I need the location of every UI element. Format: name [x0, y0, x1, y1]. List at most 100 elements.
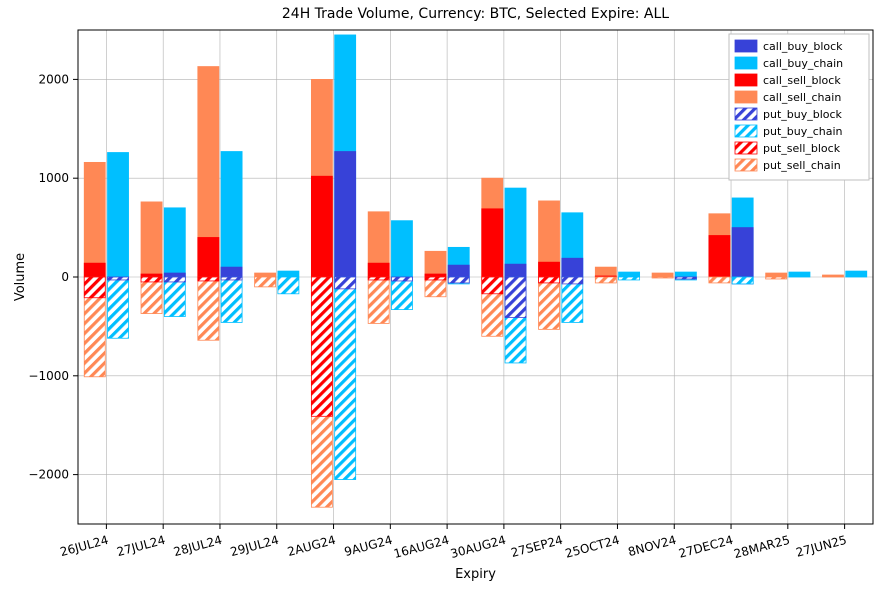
- bar-put_buy_chain: [221, 277, 242, 322]
- chart-title: 24H Trade Volume, Currency: BTC, Selecte…: [282, 6, 669, 22]
- bar-put_sell_block: [198, 277, 219, 281]
- bar-put_sell_chain: [652, 277, 673, 278]
- xtick-label: 27SEP24: [509, 533, 564, 560]
- bar-put_buy_block: [505, 277, 526, 318]
- ytick-label: −1000: [28, 369, 69, 383]
- bar-put_buy_chain: [732, 277, 753, 284]
- legend-label: call_sell_chain: [763, 91, 841, 104]
- ytick-label: 1000: [38, 171, 69, 185]
- bar-put_buy_chain: [391, 277, 412, 310]
- bar-call_buy_block: [221, 267, 242, 277]
- bar-call_buy_chain: [391, 221, 412, 277]
- bar-put_sell_block: [84, 277, 105, 298]
- legend-swatch: [735, 91, 757, 103]
- bar-put_sell_chain: [539, 277, 560, 329]
- bar-call_sell_block: [141, 274, 162, 277]
- bar-put_buy_block: [221, 277, 242, 280]
- bar-put_sell_block: [368, 277, 389, 280]
- bar-put_sell_chain: [709, 277, 730, 283]
- bar-call_buy_chain: [619, 272, 640, 277]
- bar-put_sell_chain: [255, 277, 276, 287]
- xtick-label: 9AUG24: [343, 533, 394, 559]
- xtick-label: 25OCT24: [564, 533, 621, 561]
- bar-call_buy_chain: [108, 153, 129, 277]
- legend-label: call_sell_block: [763, 74, 841, 87]
- xtick-label: 28JUL24: [172, 533, 223, 559]
- bar-put_buy_block: [391, 277, 412, 281]
- chart-svg: −2000−100001000200026JUL2427JUL2428JUL24…: [0, 0, 887, 590]
- legend-label: call_buy_chain: [763, 57, 843, 70]
- bar-put_sell_chain: [198, 277, 219, 340]
- ytick-label: 0: [61, 270, 69, 284]
- bar-call_sell_block: [311, 176, 332, 277]
- legend-swatch: [735, 142, 757, 154]
- bar-call_sell_chain: [595, 267, 616, 277]
- xtick-label: 16AUG24: [392, 533, 451, 561]
- xtick-label: 8NOV24: [627, 533, 678, 559]
- bar-put_sell_chain: [368, 277, 389, 323]
- bar-put_buy_block: [164, 277, 185, 282]
- bar-put_buy_chain: [278, 277, 299, 294]
- bar-call_sell_chain: [652, 273, 673, 277]
- xtick-label: 28MAR25: [732, 533, 791, 561]
- bar-call_buy_chain: [846, 271, 867, 277]
- bar-put_sell_block: [425, 277, 446, 280]
- legend-swatch: [735, 57, 757, 69]
- bar-call_buy_chain: [505, 188, 526, 277]
- bar-call_sell_block: [84, 263, 105, 277]
- bar-call_buy_chain: [789, 272, 810, 277]
- bar-call_sell_chain: [425, 251, 446, 277]
- legend-swatch: [735, 40, 757, 52]
- bar-call_sell_block: [709, 236, 730, 277]
- xtick-label: 2AUG24: [286, 533, 337, 559]
- legend-label: put_sell_chain: [763, 159, 841, 172]
- bar-call_sell_block: [539, 262, 560, 277]
- bar-call_sell_block: [482, 209, 503, 277]
- bar-call_buy_chain: [675, 272, 696, 277]
- bar-call_buy_block: [448, 265, 469, 277]
- bar-put_buy_block: [562, 277, 583, 284]
- bar-put_sell_chain: [595, 277, 616, 283]
- bar-call_sell_chain: [84, 162, 105, 277]
- bar-put_buy_chain: [335, 277, 356, 480]
- legend-swatch: [735, 74, 757, 86]
- legend-swatch: [735, 159, 757, 171]
- bar-call_buy_block: [562, 258, 583, 277]
- xlabel: Expiry: [455, 567, 496, 582]
- bar-put_buy_chain: [619, 277, 640, 280]
- bar-put_sell_block: [482, 277, 503, 294]
- bar-call_sell_chain: [141, 202, 162, 277]
- bar-put_buy_chain: [108, 277, 129, 338]
- ytick-label: −2000: [28, 468, 69, 482]
- legend-label: put_buy_block: [763, 108, 843, 121]
- legend-label: put_sell_block: [763, 142, 841, 155]
- legend-swatch: [735, 125, 757, 137]
- bar-put_sell_chain: [141, 277, 162, 314]
- xtick-label: 29JUL24: [229, 533, 280, 559]
- bar-call_sell_chain: [255, 273, 276, 277]
- bar-put_buy_block: [675, 277, 696, 279]
- ytick-label: 2000: [38, 72, 69, 86]
- bar-call_buy_chain: [221, 152, 242, 277]
- bar-put_buy_chain: [164, 277, 185, 317]
- xtick-label: 26JUL24: [58, 533, 109, 559]
- bar-call_buy_chain: [278, 271, 299, 277]
- bar-put_buy_block: [108, 277, 129, 280]
- bar-put_buy_block: [448, 277, 469, 283]
- xtick-label: 30AUG24: [449, 533, 508, 561]
- xtick-label: 27DEC24: [677, 533, 734, 561]
- legend: call_buy_blockcall_buy_chaincall_sell_bl…: [729, 34, 869, 180]
- chart-container: −2000−100001000200026JUL2427JUL2428JUL24…: [0, 0, 887, 590]
- bar-put_sell_block: [141, 277, 162, 282]
- ylabel: Volume: [13, 253, 28, 301]
- bar-put_sell_block: [539, 277, 560, 283]
- bar-call_sell_chain: [822, 275, 843, 277]
- bar-put_sell_chain: [766, 277, 787, 279]
- bar-put_sell_block: [311, 277, 332, 416]
- bar-call_sell_block: [198, 237, 219, 277]
- bar-call_sell_block: [425, 274, 446, 277]
- bar-call_sell_block: [368, 263, 389, 277]
- bar-put_buy_block: [335, 277, 356, 289]
- bar-call_buy_block: [335, 152, 356, 277]
- legend-label: put_buy_chain: [763, 125, 843, 138]
